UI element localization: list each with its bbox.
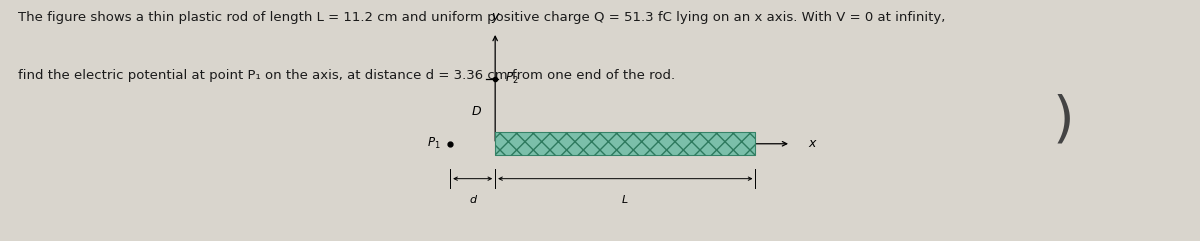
Text: y: y — [492, 10, 499, 23]
Text: D: D — [472, 105, 481, 118]
Bar — [496, 132, 756, 155]
Text: $P_2$: $P_2$ — [505, 71, 518, 86]
Text: d: d — [469, 195, 476, 205]
Text: x: x — [809, 137, 816, 150]
Text: The figure shows a thin plastic rod of length L = 11.2 cm and uniform positive c: The figure shows a thin plastic rod of l… — [18, 11, 946, 24]
Text: ): ) — [1052, 94, 1074, 147]
Bar — [496, 132, 756, 155]
Text: L: L — [622, 195, 629, 205]
Text: $P_1$: $P_1$ — [427, 136, 440, 151]
Text: find the electric potential at point P₁ on the axis, at distance d = 3.36 cm fro: find the electric potential at point P₁ … — [18, 69, 676, 82]
